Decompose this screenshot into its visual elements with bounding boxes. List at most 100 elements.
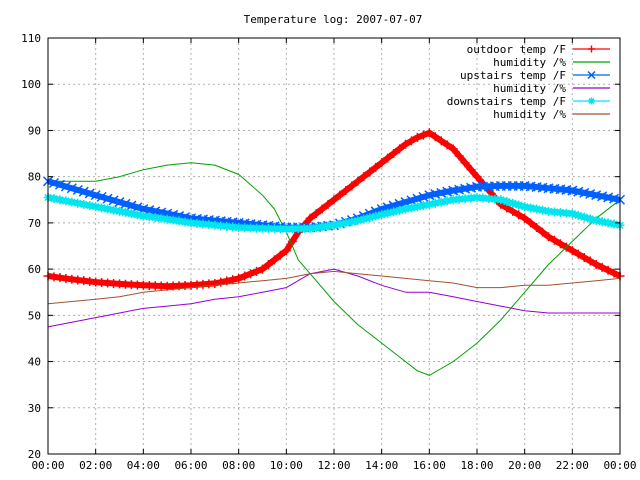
y-tick-label: 50 bbox=[28, 309, 41, 322]
x-tick-label: 00:00 bbox=[31, 459, 64, 472]
plus-marker bbox=[430, 132, 440, 142]
legend-label: outdoor temp /F bbox=[467, 43, 566, 56]
star-marker bbox=[275, 224, 285, 234]
star-marker bbox=[103, 204, 113, 214]
y-tick-label: 90 bbox=[28, 124, 41, 137]
plus-marker bbox=[275, 250, 285, 260]
plus-marker bbox=[329, 195, 339, 205]
star-marker bbox=[49, 194, 59, 204]
star-marker bbox=[258, 223, 267, 233]
x-marker bbox=[406, 195, 417, 206]
plus-marker bbox=[263, 259, 273, 269]
star-marker bbox=[466, 193, 476, 203]
star-marker bbox=[353, 216, 363, 226]
plus-marker bbox=[240, 271, 250, 281]
x-tick-label: 16:00 bbox=[413, 459, 446, 472]
legend-label: humidity /% bbox=[493, 108, 566, 121]
star-marker bbox=[67, 197, 77, 207]
x-tick-label: 04:00 bbox=[127, 459, 160, 472]
star-marker bbox=[168, 215, 178, 225]
star-marker bbox=[609, 219, 619, 229]
star-marker bbox=[186, 218, 196, 228]
star-marker bbox=[603, 218, 613, 228]
plus-marker bbox=[210, 278, 220, 288]
star-marker bbox=[389, 207, 399, 217]
star-marker bbox=[538, 205, 548, 215]
star-marker bbox=[395, 205, 405, 215]
series-line bbox=[47, 270, 621, 305]
star-marker bbox=[496, 195, 506, 205]
legend-label: downstairs temp /F bbox=[447, 95, 566, 108]
series-line bbox=[47, 268, 620, 328]
star-marker bbox=[293, 224, 303, 234]
star-marker bbox=[305, 223, 315, 233]
x-marker bbox=[108, 195, 119, 206]
x-marker bbox=[412, 193, 423, 204]
x-marker bbox=[120, 198, 131, 209]
star-marker bbox=[573, 210, 583, 220]
star-marker bbox=[591, 216, 601, 226]
star-marker bbox=[418, 201, 428, 211]
plus-marker bbox=[55, 273, 65, 283]
plus-marker bbox=[323, 199, 333, 209]
x-tick-label: 22:00 bbox=[556, 459, 589, 472]
star-marker bbox=[377, 210, 387, 220]
plus-marker bbox=[588, 45, 595, 53]
x-marker bbox=[48, 177, 59, 189]
star-marker bbox=[228, 222, 238, 232]
plus-marker bbox=[603, 265, 613, 275]
star-marker bbox=[192, 218, 202, 228]
star-marker bbox=[138, 211, 148, 221]
plus-marker bbox=[341, 186, 351, 196]
star-marker bbox=[234, 223, 244, 233]
star-marker bbox=[585, 214, 595, 224]
plus-marker bbox=[424, 128, 434, 138]
star-marker bbox=[252, 223, 262, 233]
star-marker bbox=[281, 224, 291, 234]
plus-marker bbox=[359, 172, 369, 182]
x-marker bbox=[585, 188, 596, 200]
x-tick-label: 00:00 bbox=[603, 459, 636, 472]
x-marker bbox=[126, 200, 137, 211]
plus-marker bbox=[555, 239, 565, 249]
plus-marker bbox=[365, 167, 375, 177]
x-marker bbox=[442, 186, 453, 197]
y-tick-label: 80 bbox=[28, 171, 41, 184]
x-marker bbox=[54, 179, 65, 190]
plus-marker bbox=[418, 130, 428, 140]
plus-marker bbox=[371, 162, 381, 172]
star-marker bbox=[526, 203, 536, 213]
series-0 bbox=[43, 128, 625, 291]
star-marker bbox=[216, 221, 226, 231]
plus-marker bbox=[549, 235, 559, 245]
star-marker bbox=[544, 206, 553, 216]
y-tick-label: 100 bbox=[21, 78, 41, 91]
star-marker bbox=[555, 207, 565, 217]
x-marker bbox=[60, 181, 71, 192]
star-marker bbox=[109, 205, 119, 215]
star-marker bbox=[484, 194, 494, 204]
plus-marker bbox=[466, 165, 476, 175]
star-marker bbox=[383, 208, 393, 218]
star-marker bbox=[299, 224, 309, 234]
star-marker bbox=[198, 219, 208, 229]
plus-marker bbox=[472, 172, 482, 182]
plus-marker bbox=[573, 249, 583, 259]
plus-marker bbox=[353, 176, 363, 186]
plus-marker bbox=[311, 209, 321, 219]
plus-marker bbox=[389, 149, 399, 159]
star-marker bbox=[412, 202, 422, 212]
plus-marker bbox=[460, 158, 470, 168]
star-marker bbox=[97, 203, 107, 213]
star-marker bbox=[490, 194, 500, 204]
plus-marker bbox=[61, 273, 71, 283]
plus-marker bbox=[412, 132, 422, 142]
star-marker bbox=[311, 223, 321, 233]
plus-marker bbox=[406, 136, 416, 146]
star-marker bbox=[61, 196, 71, 206]
star-marker bbox=[55, 195, 65, 205]
axis-ticks: 00:00 02:00 04:00 06:00 08:00 10:00 12:00 14:00… bbox=[21, 32, 636, 472]
plus-marker bbox=[520, 213, 530, 223]
plus-marker bbox=[544, 232, 553, 242]
